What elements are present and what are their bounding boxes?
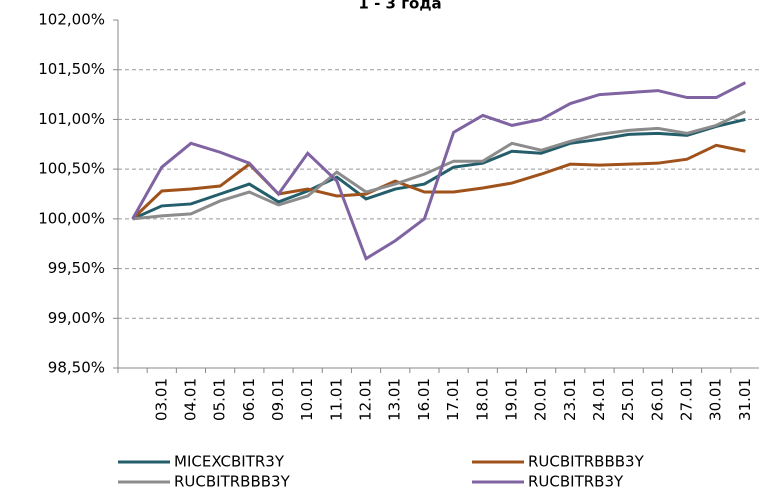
y-tick-label: 99,00%: [48, 309, 105, 327]
x-tick-label: 26.01: [648, 378, 666, 421]
x-tick-label: 09.01: [269, 378, 287, 421]
x-tick-label: 04.01: [181, 378, 199, 421]
chart-title: 1 - 3 года: [358, 0, 441, 13]
x-tick-label: 12.01: [357, 378, 375, 421]
x-tick-label: 05.01: [211, 378, 229, 421]
x-tick-label: 20.01: [532, 378, 550, 421]
x-tick-label: 23.01: [561, 378, 579, 421]
x-tick-label: 24.01: [590, 378, 608, 421]
series-line: [131, 81, 747, 261]
series-line: [131, 143, 746, 220]
x-tick-label: 25.01: [619, 378, 637, 421]
y-tick-label: 99,50%: [48, 259, 105, 277]
y-tick-label: 100,50%: [38, 160, 105, 178]
legend-label: RUCBITRBBB3Y: [528, 453, 645, 471]
x-tick-label: 11.01: [327, 378, 345, 421]
x-tick-label: 06.01: [240, 378, 258, 421]
x-tick-label: 30.01: [707, 378, 725, 421]
legend-label: RUCBITRBBB3Y: [174, 473, 291, 490]
x-tick-label: 10.01: [298, 378, 316, 421]
x-tick-label: 31.01: [736, 378, 754, 421]
y-tick-label: 102,00%: [38, 11, 105, 29]
x-tick-label: 16.01: [415, 378, 433, 421]
y-tick-label: 101,00%: [38, 110, 105, 128]
x-tick-label: 18.01: [473, 378, 491, 421]
y-tick-label: 100,00%: [38, 209, 105, 227]
legend-label: RUCBITRB3Y: [528, 473, 624, 490]
legend-label: MICEXCBITR3Y: [174, 453, 285, 471]
x-tick-label: 03.01: [152, 378, 170, 421]
x-tick-label: 27.01: [678, 378, 696, 421]
x-tick-label: 17.01: [444, 378, 462, 421]
y-tick-label: 101,50%: [38, 60, 105, 78]
series-line: [132, 110, 747, 221]
x-tick-label: 19.01: [502, 378, 520, 421]
y-tick-label: 98,50%: [48, 359, 105, 377]
x-tick-label: 13.01: [386, 378, 404, 421]
